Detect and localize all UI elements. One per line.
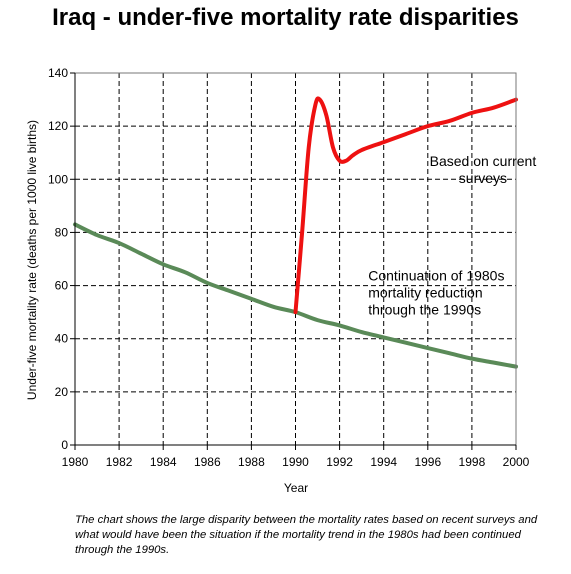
series-line-2	[293, 96, 518, 315]
annotation-line: through the 1990s	[368, 301, 481, 317]
x-tick-label: 2000	[503, 455, 530, 469]
series-lines	[73, 96, 518, 369]
x-tick-label: 1988	[238, 455, 265, 469]
annotation-line: mortality reduction	[368, 284, 482, 300]
y-tick-label: 40	[55, 332, 69, 346]
annotation-line: Based on current	[430, 153, 537, 169]
y-tick-label: 140	[48, 66, 68, 80]
x-tick-label: 1980	[62, 455, 89, 469]
x-tick-label: 1996	[414, 455, 441, 469]
x-tick-label: 1992	[326, 455, 353, 469]
y-tick-label: 20	[55, 385, 69, 399]
x-tick-label: 1982	[106, 455, 133, 469]
chart-title: Iraq - under-five mortality rate dispari…	[52, 4, 519, 31]
y-tick-label: 80	[55, 225, 69, 239]
x-tick-label: 1986	[194, 455, 221, 469]
line-chart: 0 20 40 60 80 100 120 140 1980 1982 1984 1986 1988 19…	[25, 66, 536, 495]
annotation-line: Continuation of 1980s	[368, 267, 504, 283]
grid	[75, 73, 516, 445]
y-tick-label: 120	[48, 119, 68, 133]
x-tick-label: 1998	[459, 455, 486, 469]
y-tick-label: 100	[48, 172, 68, 186]
tick-labels: 0 20 40 60 80 100 120 140 1980 1982 1984 1986 1988 19…	[48, 66, 530, 469]
chart-caption: The chart shows the large disparity betw…	[75, 514, 538, 556]
annotation-line: surveys	[459, 170, 507, 186]
y-axis-label: Under-five mortality rate (deaths per 10…	[25, 120, 39, 400]
x-axis-label: Year	[284, 481, 308, 495]
x-tick-label: 1990	[282, 455, 309, 469]
y-tick-label: 0	[61, 438, 68, 452]
x-tick-label: 1984	[150, 455, 177, 469]
axes	[70, 72, 517, 450]
y-tick-label: 60	[55, 279, 69, 293]
x-tick-label: 1994	[370, 455, 397, 469]
